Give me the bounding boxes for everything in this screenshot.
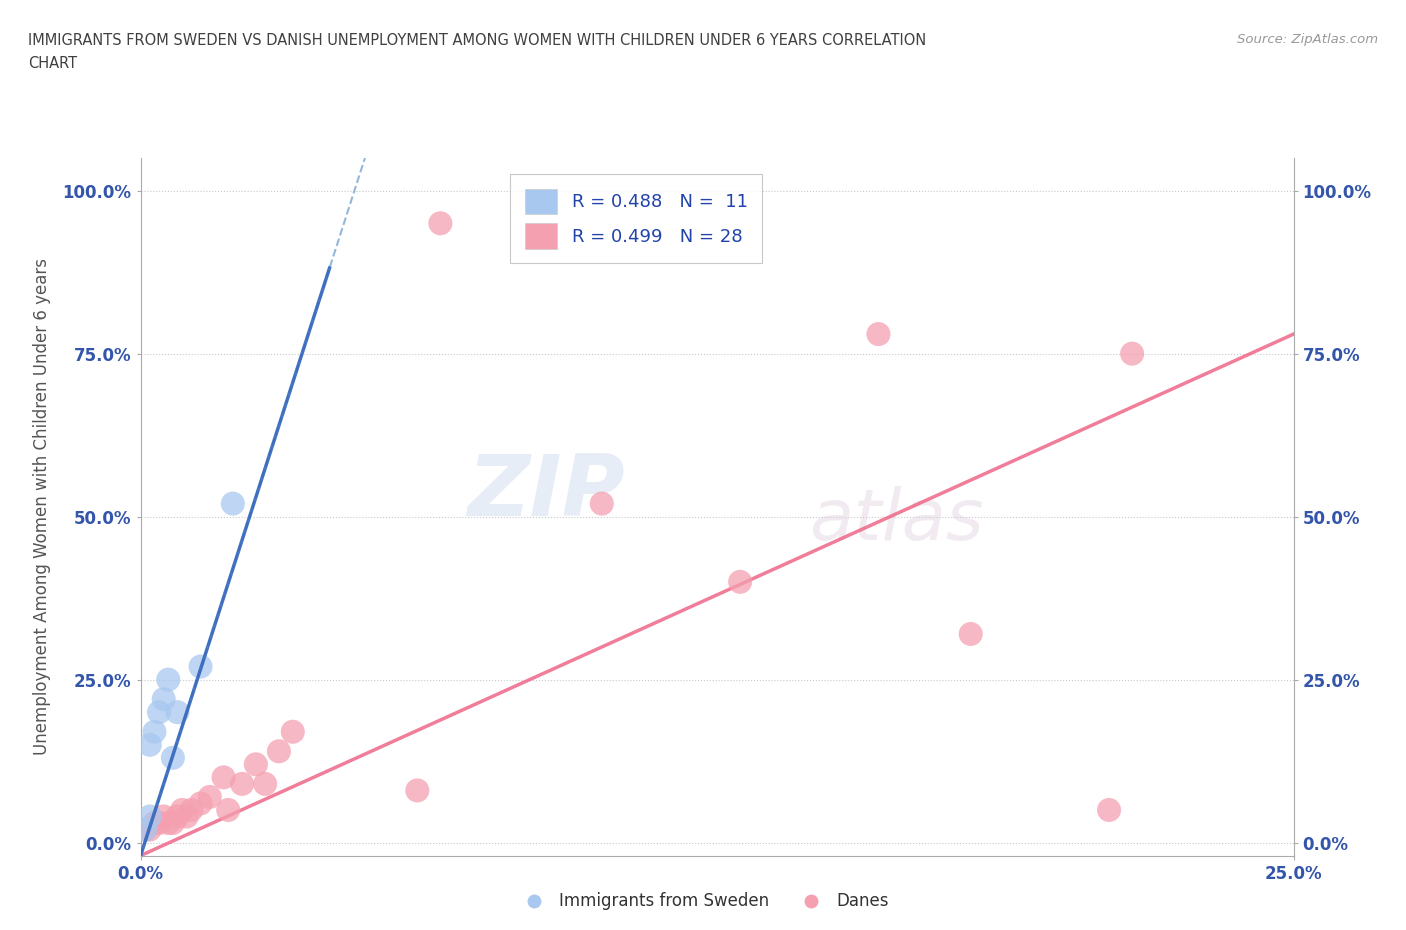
- Point: [281, 724, 304, 739]
- Point: [254, 777, 277, 791]
- Text: IMMIGRANTS FROM SWEDEN VS DANISH UNEMPLOYMENT AMONG WOMEN WITH CHILDREN UNDER 6 : IMMIGRANTS FROM SWEDEN VS DANISH UNEMPLO…: [28, 33, 927, 47]
- Point: [162, 816, 184, 830]
- Point: [166, 705, 188, 720]
- Text: Source: ZipAtlas.com: Source: ZipAtlas.com: [1237, 33, 1378, 46]
- Point: [217, 803, 239, 817]
- Point: [152, 809, 174, 824]
- Point: [143, 816, 166, 830]
- Point: [157, 672, 180, 687]
- Point: [139, 809, 162, 824]
- Point: [139, 737, 162, 752]
- Point: [180, 803, 202, 817]
- Point: [148, 816, 170, 830]
- Point: [190, 796, 212, 811]
- Point: [190, 659, 212, 674]
- Point: [172, 803, 194, 817]
- Point: [157, 816, 180, 830]
- Point: [212, 770, 235, 785]
- Point: [1121, 346, 1143, 361]
- Point: [231, 777, 253, 791]
- Point: [143, 724, 166, 739]
- Point: [267, 744, 290, 759]
- Point: [728, 575, 751, 590]
- Text: atlas: atlas: [810, 486, 984, 555]
- Point: [134, 822, 156, 837]
- Point: [198, 790, 221, 804]
- Text: ZIP: ZIP: [467, 451, 624, 535]
- Point: [152, 692, 174, 707]
- Point: [139, 822, 162, 837]
- Point: [406, 783, 429, 798]
- Point: [245, 757, 267, 772]
- Legend: R = 0.488   N =  11, R = 0.499   N = 28: R = 0.488 N = 11, R = 0.499 N = 28: [510, 174, 762, 263]
- Point: [148, 705, 170, 720]
- Text: CHART: CHART: [28, 56, 77, 71]
- Legend: Immigrants from Sweden, Danes: Immigrants from Sweden, Danes: [510, 885, 896, 917]
- Point: [429, 216, 451, 231]
- Point: [166, 809, 188, 824]
- Point: [868, 326, 890, 341]
- Point: [162, 751, 184, 765]
- Y-axis label: Unemployment Among Women with Children Under 6 years: Unemployment Among Women with Children U…: [34, 259, 52, 755]
- Point: [222, 496, 245, 511]
- Point: [134, 822, 156, 837]
- Point: [959, 627, 981, 642]
- Point: [591, 496, 613, 511]
- Point: [176, 809, 198, 824]
- Point: [1098, 803, 1121, 817]
